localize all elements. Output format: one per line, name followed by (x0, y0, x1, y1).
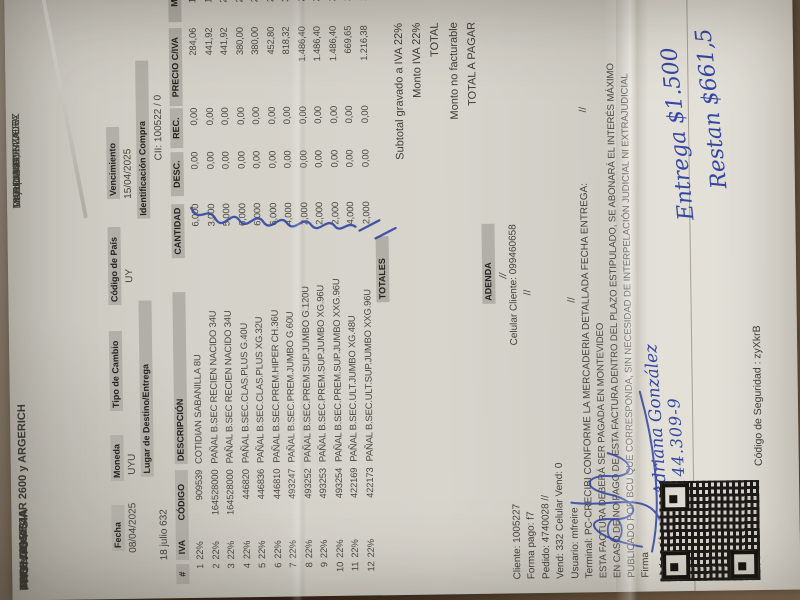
footer-line-1: Forma pago: f7 (525, 511, 538, 580)
invoice-paper: FRONTOY S.A CND JOSE DE BEJAR 2600 y ARGER… (3, 0, 800, 600)
footer-line-tail-5: // (577, 106, 589, 113)
footer-line-tail-1: // (522, 289, 534, 296)
ink-circle-mark (606, 518, 623, 542)
qr-finder-top-right (661, 483, 690, 512)
ink-check-squiggle (190, 206, 397, 240)
qr-code (659, 480, 761, 582)
security-code: Código de Seguridad : zyXkrB (750, 325, 765, 467)
footer-line-tail-0: Celular Cliente: 099460658 (507, 224, 521, 346)
footer-line-2: Pedido: 4740028 // (540, 494, 553, 580)
qr-finder-bottom-left (730, 550, 759, 579)
footer-line-0: Cliente: 1005227 (511, 503, 524, 580)
qr-finder-top-left (662, 551, 691, 580)
footer-line-tail-4: // (566, 296, 578, 303)
handwritten-note: Entrega $1.500 Restan $661,5 (646, 0, 741, 222)
signature-scribble (570, 390, 662, 553)
